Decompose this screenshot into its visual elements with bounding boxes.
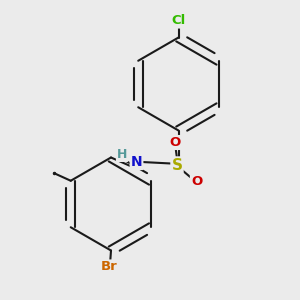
Text: S: S (172, 158, 182, 172)
Text: O: O (191, 175, 202, 188)
Text: Br: Br (101, 260, 118, 274)
Text: O: O (170, 136, 181, 149)
Text: N: N (131, 155, 142, 169)
Text: Cl: Cl (171, 14, 186, 28)
Text: H: H (117, 148, 127, 161)
